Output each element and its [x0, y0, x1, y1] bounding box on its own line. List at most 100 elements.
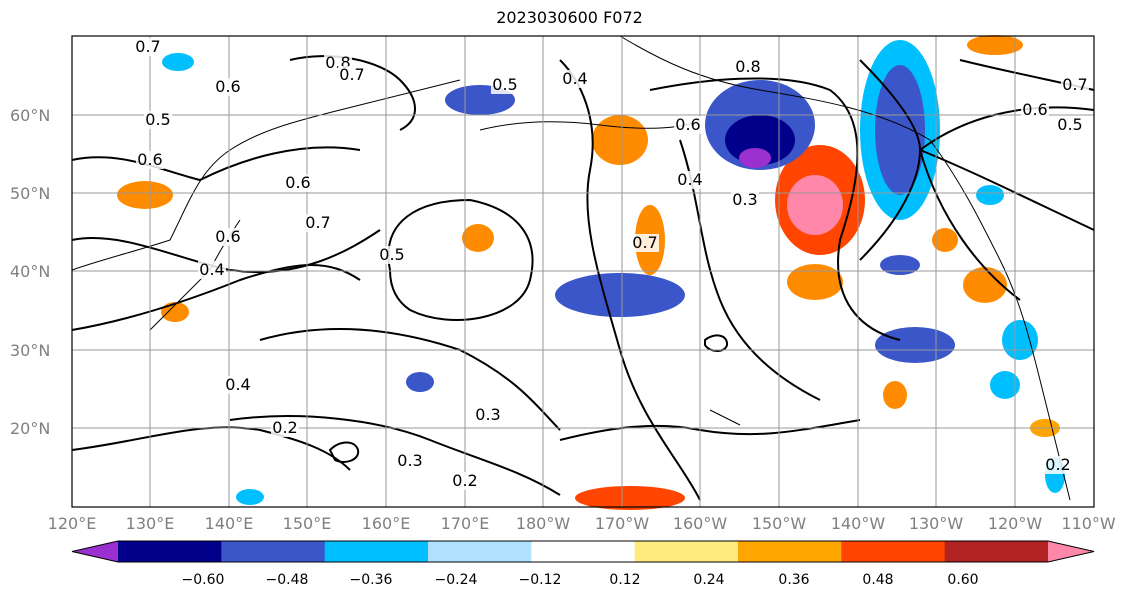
lon-tick: 180°W	[515, 514, 571, 533]
lat-tick: 60°N	[10, 106, 51, 125]
contour-line	[259, 328, 561, 431]
colorbar-cell	[738, 541, 842, 562]
positive-anomaly	[967, 35, 1023, 55]
colorbar-cell	[118, 541, 222, 562]
contour-label: 0.7	[1062, 75, 1087, 94]
colorbar-tick: −0.12	[518, 572, 562, 588]
contour-label: 0.5	[492, 75, 517, 94]
contour-label-bg	[474, 406, 502, 424]
colorbar-outline	[71, 540, 1095, 563]
lon-tick: 160°W	[672, 514, 728, 533]
lon-tick: 160°E	[361, 514, 411, 533]
graticule	[72, 36, 1094, 507]
shaded-anomalies	[117, 35, 1065, 510]
lon-tick: 150°E	[282, 514, 332, 533]
colorbar-cell	[634, 541, 739, 562]
contour-labels: 0.70.60.50.80.70.5 0.40.80.60.60.60.70.60…	[134, 37, 1089, 490]
contour-label: 0.6	[215, 227, 240, 246]
contour-label-bg	[734, 58, 762, 76]
colorbar-tick: 0.36	[778, 572, 810, 588]
contour-label: 0.5	[145, 110, 170, 129]
contour-label-bg	[1021, 101, 1049, 119]
contour-label: 0.8	[735, 57, 760, 76]
lat-tick: 50°N	[10, 184, 51, 203]
map-title: 2023030600 F072	[496, 8, 643, 27]
contour-label: 0.6	[285, 173, 310, 192]
contour-label: 0.2	[1045, 455, 1070, 474]
contour-label: 0.4	[225, 375, 250, 394]
colorbar-tick: −0.36	[349, 572, 393, 588]
lon-tick: 170°E	[440, 514, 490, 533]
colorbar-cell	[841, 541, 946, 562]
contour-label: 0.7	[339, 65, 364, 84]
lat-tick: 20°N	[10, 419, 51, 438]
colorbar-tick: 0.60	[947, 572, 979, 588]
contour-label: 0.3	[397, 451, 422, 470]
na-coast	[929, 139, 1071, 501]
asia-coast	[71, 79, 461, 271]
colorbar-tick: −0.24	[434, 572, 478, 588]
lon-tick: 110°W	[1061, 514, 1116, 533]
colorbar-extend-high	[1048, 541, 1094, 562]
contour-line	[919, 149, 1095, 231]
contour-label: 0.7	[632, 233, 657, 252]
lon-tick: 130°E	[125, 514, 175, 533]
negative-anomaly	[162, 53, 194, 71]
contour-label-bg	[304, 214, 332, 232]
contour-label-bg	[1061, 76, 1089, 94]
contour-label: 0.6	[1022, 100, 1047, 119]
contour-label-bg	[561, 70, 589, 88]
contour-line	[919, 149, 1021, 301]
contour-label-bg	[214, 228, 242, 246]
lat-tick: 30°N	[10, 341, 51, 360]
positive-anomaly	[787, 264, 843, 300]
positive-anomaly-core	[787, 175, 843, 235]
contour-label-bg	[271, 419, 299, 437]
negative-anomaly	[875, 327, 955, 363]
contour-label: 0.6	[215, 77, 240, 96]
contour-line	[71, 229, 381, 273]
contour-label-bg	[144, 111, 172, 129]
lon-tick: 120°E	[47, 514, 97, 533]
negative-anomaly	[880, 255, 920, 275]
lon-tick: 140°E	[204, 514, 254, 533]
contour-label: 0.2	[272, 418, 297, 437]
contour-label: 0.6	[675, 115, 700, 134]
contour-label: 0.7	[305, 213, 330, 232]
colorbar-tick: 0.48	[862, 572, 894, 588]
positive-anomaly	[117, 181, 173, 209]
contour-label-bg	[378, 246, 406, 264]
contour-label-bg	[676, 171, 704, 189]
alaska-coast	[619, 35, 931, 141]
contour-label-bg	[136, 151, 164, 169]
colorbar-tick: 0.24	[693, 572, 725, 588]
colorbar-cell	[428, 541, 532, 562]
contour-label-bg	[451, 472, 479, 490]
contour-label-bg	[674, 116, 702, 134]
negative-anomaly	[976, 185, 1004, 205]
contour-line	[229, 415, 561, 496]
contour-line	[71, 264, 361, 331]
positive-anomaly	[883, 381, 907, 409]
contour-label: 0.4	[199, 260, 224, 279]
colorbar-tick: 0.12	[609, 572, 641, 588]
negative-anomaly-core	[739, 148, 771, 168]
hawaii	[709, 409, 741, 426]
lon-tick: 170°W	[594, 514, 650, 533]
contour-line	[559, 59, 701, 501]
contour-label-bg	[284, 174, 312, 192]
positive-anomaly	[963, 267, 1007, 303]
positive-anomaly	[932, 228, 958, 252]
contour-label: 0.3	[475, 405, 500, 424]
positive-anomaly	[575, 486, 685, 510]
lon-tick: 130°W	[908, 514, 964, 533]
contour-line	[71, 426, 351, 471]
contour-label-bg	[1056, 116, 1084, 134]
negative-anomaly	[236, 489, 264, 505]
negative-anomaly	[406, 372, 434, 392]
lon-tick: 140°W	[830, 514, 886, 533]
contour-label-bg	[491, 76, 519, 94]
contour-line	[387, 198, 534, 321]
contour-label-bg	[214, 78, 242, 96]
